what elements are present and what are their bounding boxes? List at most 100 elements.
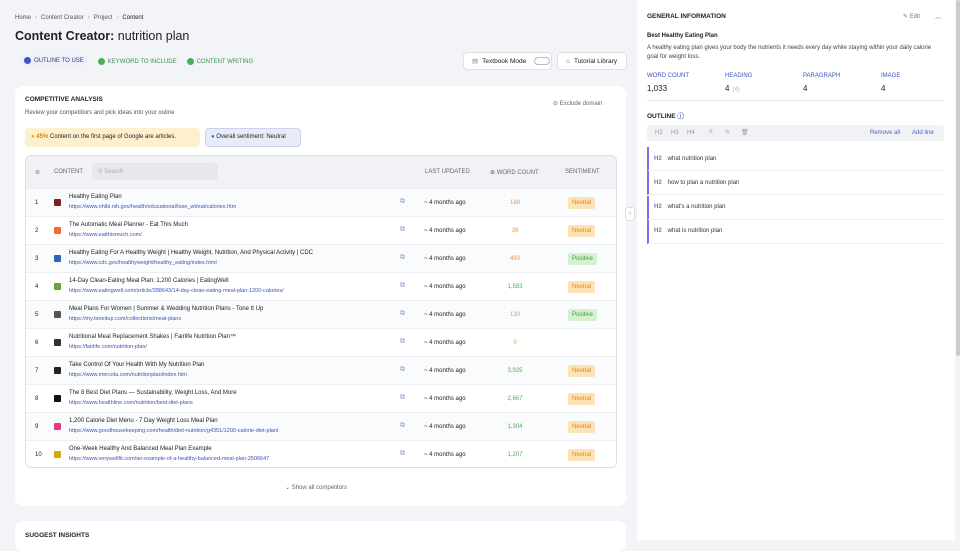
tab[interactable]: CONTENT WRITING: [186, 57, 254, 66]
row-title[interactable]: 14-Day Clean-Eating Meal Plan: 1,200 Cal…: [69, 278, 229, 284]
rank: 9: [35, 424, 39, 430]
open-link[interactable]: ⧉: [400, 338, 405, 345]
open-link[interactable]: ⧉: [400, 366, 405, 373]
collapse[interactable]: ‹: [625, 207, 635, 221]
stat-label: HEADING: [725, 73, 753, 79]
heading-tool[interactable]: H3: [671, 130, 679, 136]
outline-item[interactable]: H2 how to plan a nutrition plan: [647, 171, 944, 196]
word-count: 39: [511, 228, 519, 234]
updated: ~ 4 months ago: [424, 452, 466, 458]
updated: ~ 4 months ago: [424, 340, 466, 346]
updated: ~ 4 months ago: [424, 228, 466, 234]
open-link[interactable]: ⧉: [400, 282, 405, 289]
tutorial-library[interactable]: ⌂ Tutorial Library: [557, 52, 627, 70]
value: 4: [725, 84, 730, 93]
rank: 5: [35, 312, 39, 318]
add-line[interactable]: Add line: [912, 130, 934, 136]
sentiment: Positive: [568, 253, 598, 265]
row-url[interactable]: https://www.eatthismuch.com/: [69, 232, 142, 238]
col-header: WORD COUNT: [496, 170, 539, 176]
open-link[interactable]: ⧉: [400, 198, 405, 205]
word-count: 1,304: [507, 424, 523, 430]
tool-icon[interactable]: 🗑: [741, 130, 749, 136]
row-url[interactable]: https://www.verywellfit.com/an-example-o…: [69, 456, 270, 462]
open-link[interactable]: ⧉: [400, 450, 405, 457]
show-all[interactable]: ⌄ Show all competitors: [285, 485, 348, 491]
suggest-card: SUGGEST INSIGHTS: [15, 521, 626, 551]
row-title[interactable]: Take Control Of Your Health With My Nutr…: [69, 362, 205, 368]
card-title: SUGGEST INSIGHTS: [25, 532, 90, 539]
card-subtitle: Review your competitiors and pick ideas …: [25, 110, 175, 116]
row-url[interactable]: https://www.healthline.com/nutrition/bes…: [69, 400, 193, 406]
tool-icon[interactable]: ≡: [709, 129, 713, 135]
site-icon: [54, 395, 61, 402]
word-count: 0: [513, 340, 517, 346]
row-title[interactable]: The 8 Best Diet Plans — Sustainability, …: [69, 390, 237, 396]
text: what's a nutrition plan: [667, 204, 726, 211]
row-url[interactable]: https://fairlife.com/nutrition-plan/: [69, 344, 147, 350]
row-url[interactable]: https://www.mercola.com/nutritionplan/in…: [69, 372, 187, 378]
word-count: 1,583: [507, 284, 523, 290]
row-title[interactable]: Meal Plans For Women | Summer & Wedding …: [69, 306, 264, 312]
updated: ~ 4 months ago: [424, 396, 466, 402]
row-url[interactable]: https://www.goodhousekeeping.com/health/…: [69, 428, 279, 434]
outline-item[interactable]: H2 what is nutrition plan: [647, 219, 944, 244]
tab[interactable]: KEYWORD TO INCLUDE: [97, 57, 177, 66]
row-url[interactable]: https://www.nhlbi.nih.gov/health/educati…: [69, 204, 237, 210]
label: Tutorial Library: [573, 57, 618, 65]
open-link[interactable]: ⧉: [400, 226, 405, 233]
row-url[interactable]: https://www.eatingwell.com/article/28864…: [69, 288, 284, 294]
title-prefix: Content Creator:: [15, 29, 115, 43]
updated: ~ 4 months ago: [424, 256, 466, 262]
row-title[interactable]: Nutritional Meal Replacement Shakes | Fa…: [69, 334, 236, 340]
toggle[interactable]: [534, 57, 551, 65]
panel-title: GENERAL INFORMATION: [647, 13, 726, 20]
open-link[interactable]: ⧉: [400, 254, 405, 261]
tab[interactable]: OUTLINE TO USE: [22, 55, 88, 66]
stat-label: IMAGE: [881, 73, 901, 79]
edit[interactable]: ✎ Edit: [903, 14, 921, 20]
tab-icon: [24, 57, 31, 64]
exclude-domain[interactable]: ⊝ Exclude domain: [553, 101, 603, 107]
open-link[interactable]: ⧉: [400, 394, 405, 401]
heading: Best Healthy Eating Plan: [647, 33, 718, 39]
row-url[interactable]: https://my.toneitup.com/collections/meal…: [69, 316, 182, 322]
table-row: 4 14-Day Clean-Eating Meal Plan: 1,200 Ca…: [26, 272, 616, 300]
tab-label: CONTENT WRITING: [196, 58, 254, 65]
text: how to plan a nutrition plan: [667, 179, 740, 186]
heading-tool[interactable]: H2: [655, 130, 663, 136]
row-title[interactable]: One-Week Healthy And Balanced Meal Plan …: [69, 446, 212, 452]
remove-all[interactable]: Remove all: [870, 130, 901, 136]
crumb[interactable]: Content Creator: [41, 15, 84, 21]
value: 4: [803, 84, 808, 93]
row-title[interactable]: The Automatic Meal Planner - Eat This Mu…: [69, 222, 188, 228]
sentiment: Neutral: [568, 281, 596, 293]
row-title[interactable]: Healthy Eating Plan: [69, 194, 122, 200]
divider: [647, 100, 944, 101]
rank: 6: [35, 340, 39, 346]
site-icon: [54, 199, 61, 206]
textbook-mode[interactable]: ▤ Textbook Mode: [463, 52, 552, 70]
open-link[interactable]: ⧉: [400, 422, 405, 429]
col-header: SENTIMENT: [565, 169, 600, 175]
tag: H2: [654, 179, 662, 186]
tool-icon[interactable]: ✎: [725, 130, 731, 136]
stat-value: 1,033: [647, 84, 667, 93]
sep: ›: [35, 15, 38, 21]
heading-tool[interactable]: H4: [687, 130, 695, 136]
row-title[interactable]: 1,200 Calorie Diet Menu - 7 Day Weight L…: [69, 418, 218, 424]
search[interactable]: ⚲ Search: [92, 163, 218, 180]
crumb[interactable]: Home: [15, 15, 32, 21]
row-url[interactable]: https://www.cdc.gov/healthyweight/health…: [69, 260, 217, 266]
label: OUTLINE: [647, 113, 676, 120]
open-link[interactable]: ⧉: [400, 310, 405, 317]
title-main: nutrition plan: [117, 29, 190, 43]
outline-item[interactable]: H2 what nutrition plan: [647, 147, 944, 171]
value: Neutral: [266, 134, 286, 140]
collapse-chevron[interactable]: ︿: [935, 15, 942, 21]
row-title[interactable]: Healthy Eating For A Healthy Weight | He…: [69, 250, 314, 256]
sentiment: Neutral: [568, 449, 596, 461]
crumb[interactable]: Project: [93, 15, 113, 21]
table-row: 1 Healthy Eating Plan https://www.nhlbi.ni…: [26, 188, 616, 216]
outline-item[interactable]: H2 what's a nutrition plan: [647, 195, 944, 220]
